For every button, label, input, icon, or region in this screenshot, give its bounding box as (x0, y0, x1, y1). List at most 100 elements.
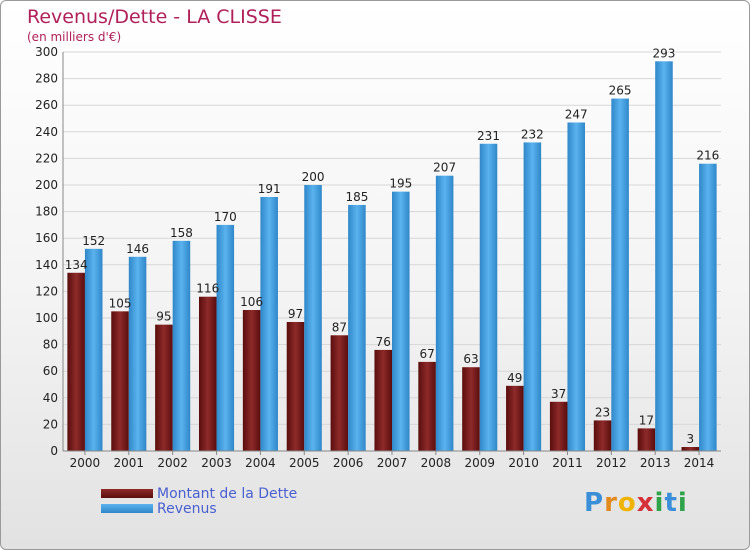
data-label-revenus: 216 (696, 149, 719, 163)
bar-dette (418, 361, 436, 451)
x-tick-label: 2011 (552, 456, 583, 470)
bar-revenus (216, 224, 235, 451)
legend-label-dette: Montant de la Dette (157, 485, 298, 502)
legend-item-dette: Montant de la Dette (101, 485, 298, 502)
bar-revenus (699, 163, 717, 451)
bar-revenus (435, 175, 454, 451)
data-label-dette: 97 (288, 307, 303, 321)
x-tick-label: 2007 (377, 456, 408, 470)
x-tick-label: 2005 (289, 456, 320, 470)
y-tick-label: 220 (35, 151, 58, 165)
bar-revenus (523, 142, 542, 451)
data-label-dette: 67 (419, 347, 434, 361)
data-label-revenus: 146 (126, 242, 149, 256)
x-tick-label: 2009 (464, 456, 495, 470)
bars (67, 61, 717, 452)
x-tick-label: 2003 (201, 456, 232, 470)
bar-dette (155, 324, 173, 451)
y-tick-label: 180 (35, 205, 58, 219)
bar-dette (593, 420, 612, 451)
bar-dette (198, 296, 217, 451)
bar-dette (637, 428, 656, 451)
x-tick-label: 2006 (333, 456, 364, 470)
data-label-revenus: 195 (389, 177, 412, 191)
y-tick-label: 200 (35, 178, 58, 192)
chart-title: Revenus/Dette - LA CLISSE (27, 6, 282, 28)
legend-label-revenus: Revenus (157, 500, 217, 517)
data-label-dette: 95 (156, 310, 171, 324)
data-label-dette: 23 (595, 405, 610, 419)
x-tick-label: 2012 (596, 456, 627, 470)
data-label-revenus: 185 (345, 190, 368, 204)
bar-revenus (348, 204, 366, 451)
x-tick-label: 2014 (684, 456, 715, 470)
bar-revenus (479, 143, 498, 451)
data-label-revenus: 170 (214, 210, 237, 224)
data-label-dette: 105 (109, 296, 132, 310)
bar-dette (506, 385, 524, 451)
bar-dette (67, 272, 85, 451)
x-tick-label: 2008 (421, 456, 452, 470)
data-label-revenus: 231 (477, 129, 500, 143)
data-label-revenus: 200 (302, 170, 325, 184)
bar-revenus (392, 191, 410, 451)
y-tick-label: 280 (35, 72, 58, 86)
data-label-revenus: 293 (653, 46, 676, 60)
x-tick-label: 2002 (157, 456, 188, 470)
y-tick-label: 120 (35, 284, 58, 298)
data-label-dette: 87 (332, 320, 347, 334)
legend-swatch-dette (101, 489, 153, 498)
y-tick-label: 140 (35, 258, 58, 272)
bar-revenus (304, 185, 322, 451)
y-tick-label: 60 (43, 364, 58, 378)
y-tick-label: 240 (35, 125, 58, 139)
bar-revenus (172, 240, 191, 451)
y-tick-label: 40 (43, 391, 58, 405)
bar-revenus (128, 256, 147, 451)
data-label-dette: 76 (376, 335, 391, 349)
data-label-dette: 37 (551, 387, 566, 401)
data-label-revenus: 191 (258, 182, 281, 196)
x-tick-label: 2013 (640, 456, 671, 470)
bar-dette (286, 321, 305, 451)
y-tick-label: 0 (50, 444, 58, 458)
bar-dette (681, 447, 700, 451)
data-label-revenus: 152 (82, 234, 105, 248)
bar-revenus (655, 61, 673, 452)
y-tick-label: 100 (35, 311, 58, 325)
x-tick-label: 2001 (114, 456, 145, 470)
bar-dette (330, 335, 349, 451)
chart-subtitle: (en milliers d'€) (27, 30, 122, 44)
data-label-dette: 134 (65, 258, 88, 272)
data-label-revenus: 207 (433, 161, 456, 175)
y-tick-label: 300 (35, 45, 58, 59)
data-label-revenus: 247 (565, 107, 588, 121)
proxiti-logo: Proxiti (584, 488, 688, 518)
data-label-revenus: 265 (609, 84, 632, 98)
x-tick-label: 2000 (70, 456, 101, 470)
data-label-dette: 49 (507, 371, 522, 385)
bar-revenus (567, 122, 586, 452)
legend-swatch-revenus (101, 504, 153, 513)
bar-revenus (84, 248, 103, 451)
data-label-dette: 116 (196, 282, 219, 296)
x-axis-ticks: 2000 2001 2002 2003 2004 2005 2006 2007 2008 2009… (70, 451, 715, 470)
bar-dette (374, 349, 392, 451)
y-axis-ticks: 0 20 40 60 80 100 120 140 160 180 200 220 240 260 280 3… (35, 45, 58, 458)
data-label-dette: 63 (463, 352, 478, 366)
y-tick-label: 20 (43, 417, 58, 431)
data-label-dette: 106 (240, 295, 263, 309)
x-tick-label: 2004 (245, 456, 276, 470)
data-label-revenus: 232 (521, 127, 544, 141)
data-label-dette: 3 (686, 432, 694, 446)
legend: Montant de la Dette Revenus (101, 485, 298, 517)
y-tick-label: 80 (43, 338, 58, 352)
bar-dette (549, 401, 568, 451)
bar-dette (111, 311, 129, 451)
data-label-revenus: 158 (170, 226, 193, 240)
y-tick-label: 160 (35, 231, 58, 245)
bar-revenus (260, 196, 278, 451)
bar-dette (462, 367, 480, 451)
